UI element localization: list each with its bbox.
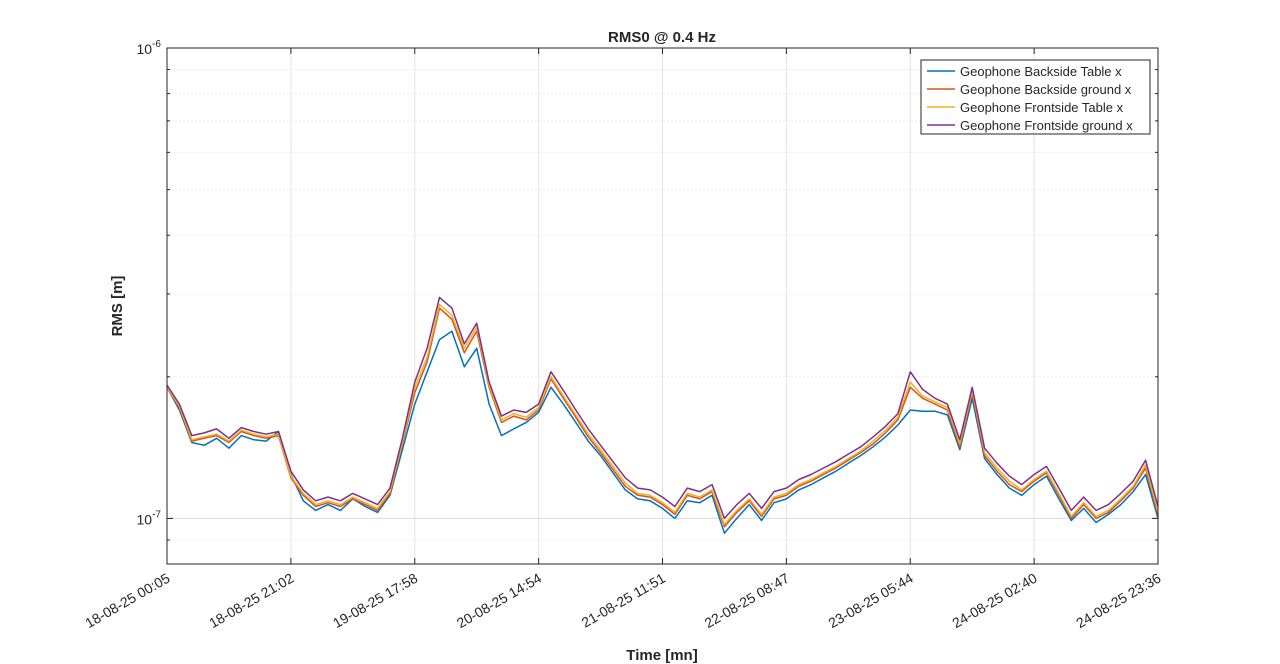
x-tick-label: 19-08-25 17:58 (330, 570, 420, 631)
legend-entry: Geophone Frontside ground x (960, 118, 1133, 133)
x-tick-label: 24-08-25 23:36 (1073, 570, 1163, 631)
x-tick-label: 21-08-25 11:51 (579, 570, 669, 631)
y-tick-labels: 10-7 10-6 (137, 39, 162, 527)
y-axis-label: RMS [m] (109, 276, 126, 337)
x-tick-label: 18-08-25 21:02 (206, 570, 296, 631)
series-line (166, 296, 1159, 520)
y-tick-label: 10-6 (137, 39, 162, 57)
x-tick-label: 23-08-25 05:44 (826, 570, 916, 631)
legend: Geophone Backside Table x Geophone Backsi… (920, 59, 1151, 135)
chart-title: RMS0 @ 0.4 Hz (608, 29, 716, 46)
series-line (166, 330, 1159, 534)
x-tick-label: 20-08-25 14:54 (454, 570, 544, 631)
series-lines (166, 296, 1159, 534)
x-tick-label: 24-08-25 02:40 (949, 570, 1039, 631)
series-line (166, 303, 1159, 526)
x-tick-label: 18-08-25 00:05 (82, 570, 172, 631)
x-tick-labels: 18-08-25 00:05 18-08-25 21:02 19-08-25 17:… (82, 570, 1163, 631)
x-tick-label: 22-08-25 08:47 (702, 570, 792, 631)
series-line (166, 307, 1159, 528)
legend-entry: Geophone Frontside Table x (960, 100, 1124, 115)
x-axis-label: Time [mn] (626, 647, 697, 664)
y-tick-label: 10-7 (137, 509, 162, 527)
legend-box (920, 59, 1151, 135)
axis-ticks (166, 47, 1159, 565)
legend-entry: Geophone Backside ground x (960, 82, 1132, 97)
legend-entry: Geophone Backside Table x (960, 64, 1122, 79)
